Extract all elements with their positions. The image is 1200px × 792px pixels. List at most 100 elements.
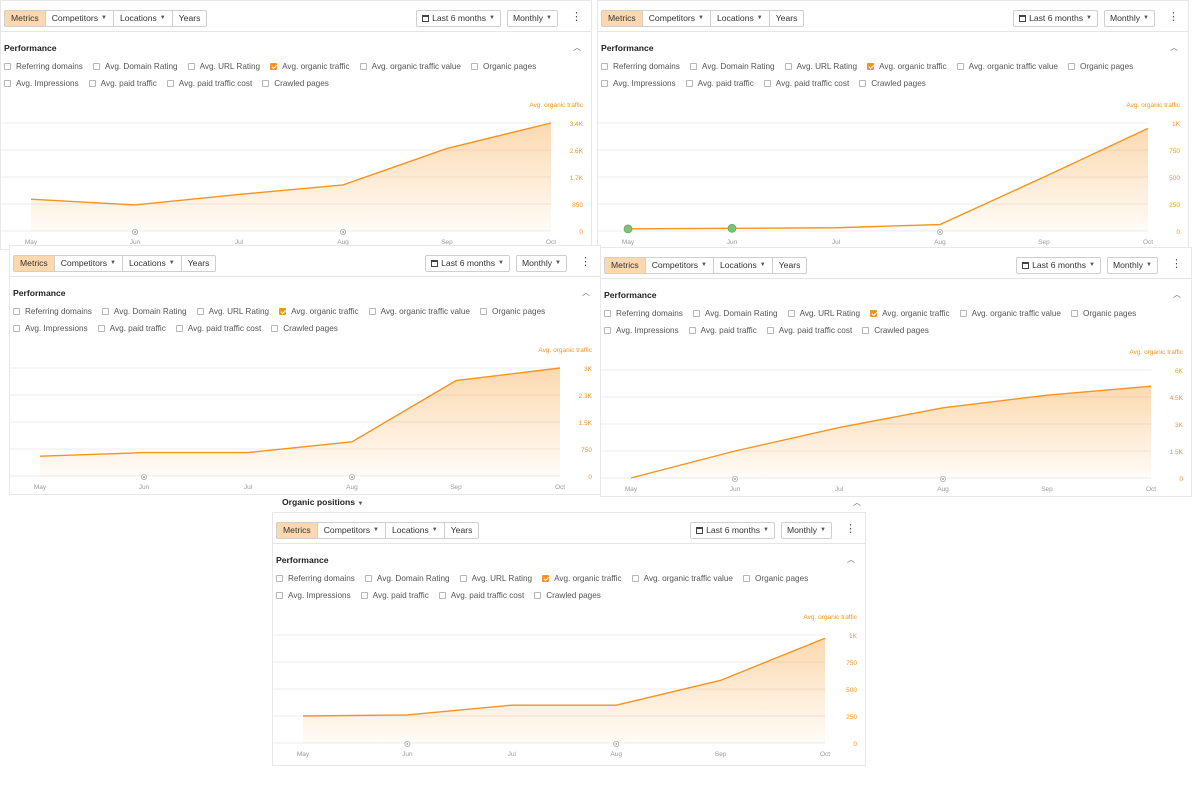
metric-checkbox-avg-domain-rating[interactable]: Avg. Domain Rating xyxy=(689,62,775,71)
metric-checkbox-avg-organic-traffic-value[interactable]: Avg. organic traffic value xyxy=(631,574,733,583)
metric-checkbox-avg-impressions[interactable]: Avg. Impressions xyxy=(13,324,88,333)
checkbox[interactable] xyxy=(870,310,878,317)
more-options-icon[interactable]: ⋮ xyxy=(845,523,856,535)
metric-checkbox-crawled-pages[interactable]: Crawled pages xyxy=(271,324,338,333)
checkbox[interactable] xyxy=(959,310,967,317)
more-options-icon[interactable]: ⋮ xyxy=(1171,258,1182,270)
date-range-select[interactable]: Last 6 months ▼ xyxy=(690,522,775,539)
metric-checkbox-avg-url-rating[interactable]: Avg. URL Rating xyxy=(787,309,860,318)
metric-checkbox-crawled-pages[interactable]: Crawled pages xyxy=(262,79,329,88)
checkbox[interactable] xyxy=(13,325,20,332)
tab-locations[interactable]: Locations ▼ xyxy=(714,258,773,273)
interval-select[interactable]: Monthly ▼ xyxy=(1103,10,1155,27)
metric-checkbox-avg-impressions[interactable]: Avg. Impressions xyxy=(604,326,679,335)
checkbox[interactable] xyxy=(604,327,611,334)
chevron-up-icon[interactable]: ︿ xyxy=(1170,43,1178,52)
checkbox[interactable] xyxy=(685,80,693,87)
checkbox[interactable] xyxy=(279,308,287,315)
tab-metrics[interactable]: Metrics xyxy=(14,256,55,271)
checkbox[interactable] xyxy=(604,310,611,317)
metric-checkbox-avg-domain-rating[interactable]: Avg. Domain Rating xyxy=(101,307,187,316)
metric-checkbox-avg-domain-rating[interactable]: Avg. Domain Rating xyxy=(364,574,450,583)
metric-checkbox-avg-organic-traffic[interactable]: Avg. organic traffic xyxy=(279,307,359,316)
metric-checkbox-avg-paid-traffic-cost[interactable]: Avg. paid traffic cost xyxy=(766,326,852,335)
tab-competitors[interactable]: Competitors ▼ xyxy=(55,256,123,271)
checkbox[interactable] xyxy=(689,63,697,70)
interval-select[interactable]: Monthly ▼ xyxy=(506,10,558,27)
tab-locations[interactable]: Locations ▼ xyxy=(386,523,445,538)
checkbox[interactable] xyxy=(956,63,964,70)
checkbox[interactable] xyxy=(1067,63,1075,70)
tab-competitors[interactable]: Competitors ▼ xyxy=(643,11,711,26)
checkbox[interactable] xyxy=(459,575,467,582)
metric-checkbox-avg-url-rating[interactable]: Avg. URL Rating xyxy=(784,62,857,71)
metric-checkbox-avg-impressions[interactable]: Avg. Impressions xyxy=(4,79,79,88)
chevron-up-icon[interactable]: ︿ xyxy=(573,43,581,52)
checkbox[interactable] xyxy=(262,80,270,87)
checkbox[interactable] xyxy=(88,80,96,87)
checkbox[interactable] xyxy=(438,592,446,599)
tab-metrics[interactable]: Metrics xyxy=(605,258,646,273)
metric-checkbox-avg-url-rating[interactable]: Avg. URL Rating xyxy=(459,574,532,583)
checkbox[interactable] xyxy=(859,80,867,87)
interval-select[interactable]: Monthly ▼ xyxy=(515,255,567,272)
tab-competitors[interactable]: Competitors ▼ xyxy=(318,523,386,538)
tab-competitors[interactable]: Competitors ▼ xyxy=(646,258,714,273)
chevron-up-icon[interactable]: ︿ xyxy=(1173,290,1181,299)
metric-checkbox-avg-organic-traffic[interactable]: Avg. organic traffic xyxy=(270,62,350,71)
more-options-icon[interactable]: ⋮ xyxy=(580,256,591,268)
chevron-up-icon[interactable]: ︿ xyxy=(847,555,855,564)
tab-metrics[interactable]: Metrics xyxy=(277,523,318,538)
checkbox[interactable] xyxy=(534,592,542,599)
tab-years[interactable]: Years xyxy=(445,523,479,538)
metric-checkbox-avg-url-rating[interactable]: Avg. URL Rating xyxy=(187,62,260,71)
checkbox[interactable] xyxy=(101,308,109,315)
tab-years[interactable]: Years xyxy=(770,11,804,26)
checkbox[interactable] xyxy=(187,63,195,70)
chevron-up-icon[interactable]: ︿ xyxy=(853,498,861,507)
date-range-select[interactable]: Last 6 months ▼ xyxy=(1013,10,1098,27)
checkbox[interactable] xyxy=(4,80,11,87)
more-options-icon[interactable]: ⋮ xyxy=(1168,11,1179,23)
checkbox[interactable] xyxy=(271,325,279,332)
checkbox[interactable] xyxy=(270,63,278,70)
tab-years[interactable]: Years xyxy=(773,258,807,273)
checkbox[interactable] xyxy=(470,63,478,70)
checkbox[interactable] xyxy=(631,575,639,582)
tab-years[interactable]: Years xyxy=(173,11,207,26)
checkbox[interactable] xyxy=(766,327,774,334)
checkbox[interactable] xyxy=(787,310,795,317)
metric-checkbox-avg-organic-traffic[interactable]: Avg. organic traffic xyxy=(542,574,622,583)
checkbox[interactable] xyxy=(4,63,11,70)
checkbox[interactable] xyxy=(276,592,283,599)
metric-checkbox-avg-impressions[interactable]: Avg. Impressions xyxy=(276,591,351,600)
checkbox[interactable] xyxy=(479,308,487,315)
chevron-up-icon[interactable]: ︿ xyxy=(582,288,590,297)
metric-checkbox-avg-organic-traffic-value[interactable]: Avg. organic traffic value xyxy=(359,62,461,71)
metric-checkbox-avg-impressions[interactable]: Avg. Impressions xyxy=(601,79,676,88)
metric-checkbox-organic-pages[interactable]: Organic pages xyxy=(742,574,808,583)
checkbox[interactable] xyxy=(1070,310,1078,317)
date-range-select[interactable]: Last 6 months ▼ xyxy=(1016,257,1101,274)
metric-checkbox-avg-paid-traffic[interactable]: Avg. paid traffic xyxy=(685,79,754,88)
date-range-select[interactable]: Last 6 months ▼ xyxy=(425,255,510,272)
metric-checkbox-avg-organic-traffic-value[interactable]: Avg. organic traffic value xyxy=(956,62,1058,71)
metric-checkbox-avg-paid-traffic-cost[interactable]: Avg. paid traffic cost xyxy=(438,591,524,600)
checkbox[interactable] xyxy=(784,63,792,70)
checkbox[interactable] xyxy=(601,63,608,70)
checkbox[interactable] xyxy=(542,575,550,582)
checkbox[interactable] xyxy=(763,80,771,87)
metric-checkbox-avg-organic-traffic-value[interactable]: Avg. organic traffic value xyxy=(368,307,470,316)
checkbox[interactable] xyxy=(166,80,174,87)
tab-competitors[interactable]: Competitors ▼ xyxy=(46,11,114,26)
metric-checkbox-crawled-pages[interactable]: Crawled pages xyxy=(862,326,929,335)
checkbox[interactable] xyxy=(601,80,608,87)
metric-checkbox-referring-domains[interactable]: Referring domains xyxy=(604,309,683,318)
metric-checkbox-referring-domains[interactable]: Referring domains xyxy=(276,574,355,583)
metric-checkbox-organic-pages[interactable]: Organic pages xyxy=(479,307,545,316)
interval-select[interactable]: Monthly ▼ xyxy=(1106,257,1158,274)
tab-metrics[interactable]: Metrics xyxy=(602,11,643,26)
metric-checkbox-organic-pages[interactable]: Organic pages xyxy=(1067,62,1133,71)
checkbox[interactable] xyxy=(175,325,183,332)
checkbox[interactable] xyxy=(867,63,875,70)
